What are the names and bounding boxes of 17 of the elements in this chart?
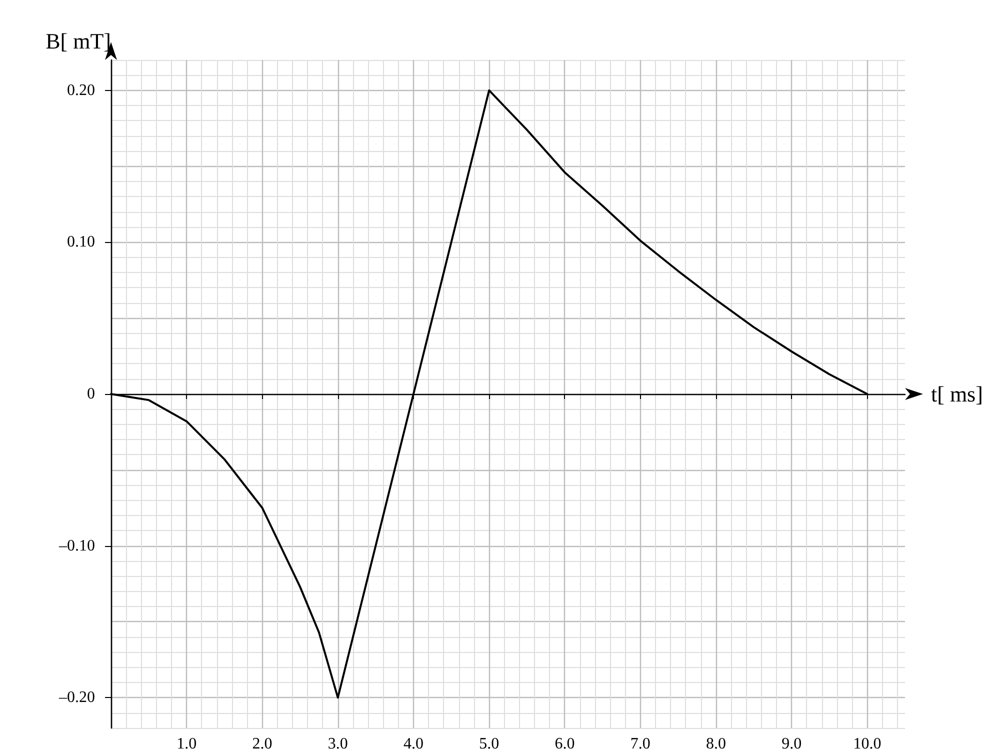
x-tick-label: 3.0 [328,736,348,752]
y-tick-label: –0.10 [58,537,95,554]
y-tick-label: 0 [87,386,95,402]
y-tick-label: 0.20 [67,82,95,99]
y-tick-label: –0.20 [58,689,95,706]
x-axis-title: t[ ms] [931,382,983,406]
x-tick-label: 9.0 [782,736,802,752]
y-tick-label: 0.10 [67,234,95,251]
x-tick-label: 1.0 [176,736,197,752]
x-tick-label: 2.0 [252,736,272,752]
x-tick-label: 8.0 [706,736,726,752]
y-axis-title: B[ mT] [46,28,111,54]
x-tick-label: 10.0 [853,736,882,752]
x-tick-label: 4.0 [403,736,424,752]
x-tick-label: 5.0 [479,736,500,752]
x-tick-label: 6.0 [554,736,575,752]
x-tick-label: 7.0 [630,736,650,752]
